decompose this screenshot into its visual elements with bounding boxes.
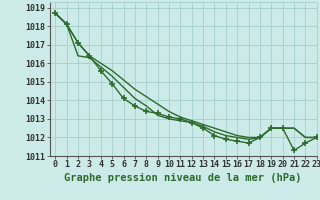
X-axis label: Graphe pression niveau de la mer (hPa): Graphe pression niveau de la mer (hPa) [64,173,302,183]
